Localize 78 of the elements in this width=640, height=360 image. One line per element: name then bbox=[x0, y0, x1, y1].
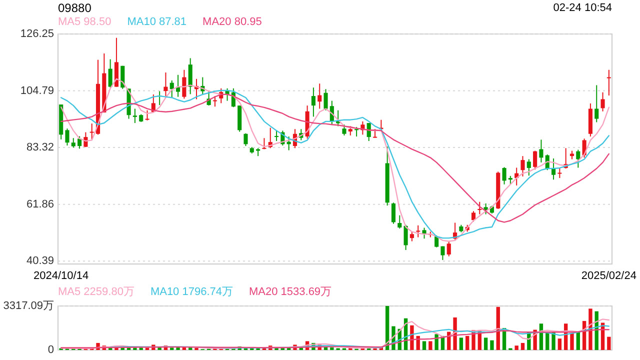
y-tick-label: 126.25 bbox=[20, 28, 54, 40]
candlestick bbox=[422, 227, 426, 240]
y-tick-label: 0 bbox=[48, 344, 54, 356]
candlestick bbox=[520, 156, 525, 177]
candlestick bbox=[600, 92, 605, 112]
candlestick bbox=[212, 96, 217, 108]
bar bbox=[422, 341, 426, 350]
text: MA20 80.95 bbox=[202, 16, 262, 28]
y-tick-label: 3317.09万 bbox=[3, 300, 54, 312]
candlestick bbox=[410, 231, 414, 242]
candlestick bbox=[108, 58, 112, 88]
x-tick-label: 2025/02/24 bbox=[581, 270, 636, 282]
candlestick bbox=[318, 83, 322, 110]
candlestick bbox=[78, 136, 82, 150]
candlestick bbox=[551, 158, 556, 180]
candlestick bbox=[404, 224, 408, 250]
y-tick-label: 104.79 bbox=[20, 84, 54, 97]
candlestick bbox=[502, 166, 506, 185]
candlestick bbox=[274, 130, 279, 142]
candlestick bbox=[533, 150, 538, 170]
candlestick bbox=[576, 149, 580, 168]
candlestick bbox=[311, 87, 316, 118]
candlestick bbox=[398, 214, 402, 230]
bar bbox=[158, 347, 162, 350]
bar bbox=[428, 341, 432, 350]
candlestick bbox=[440, 246, 445, 261]
bar bbox=[514, 346, 518, 350]
candlestick bbox=[164, 72, 168, 97]
bar bbox=[490, 340, 494, 350]
candlestick bbox=[324, 88, 328, 111]
candlestick bbox=[348, 126, 352, 136]
candlestick bbox=[262, 138, 266, 150]
bar bbox=[466, 336, 470, 350]
candlestick bbox=[471, 210, 476, 222]
candlestick bbox=[478, 201, 482, 215]
bar bbox=[576, 332, 580, 350]
candlestick bbox=[434, 234, 439, 248]
candlestick bbox=[446, 241, 451, 257]
candlestick bbox=[188, 58, 192, 95]
candlestick bbox=[354, 126, 359, 137]
candlestick bbox=[342, 124, 346, 136]
candlestick bbox=[558, 167, 562, 179]
candlestick bbox=[71, 138, 76, 148]
candlestick bbox=[539, 139, 544, 163]
candlestick bbox=[145, 110, 150, 121]
candlestick bbox=[244, 132, 248, 147]
text: MA20 1533.69万 bbox=[249, 286, 332, 298]
text: MA5 2259.80万 bbox=[58, 286, 134, 298]
text: 02-24 10:54 bbox=[553, 2, 612, 14]
x-tick-label: 2024/10/14 bbox=[34, 270, 89, 282]
bar bbox=[459, 338, 464, 350]
y-tick-label: 61.86 bbox=[26, 198, 54, 210]
candlestick bbox=[416, 224, 420, 238]
candlestick bbox=[65, 128, 70, 146]
bar bbox=[176, 347, 180, 350]
bar bbox=[570, 333, 574, 350]
candlestick bbox=[182, 69, 186, 100]
bar bbox=[484, 338, 488, 350]
text: MA10 87.81 bbox=[127, 16, 187, 28]
bar bbox=[434, 334, 438, 350]
candlestick bbox=[594, 84, 599, 123]
bar bbox=[552, 332, 556, 350]
candlestick bbox=[391, 202, 396, 224]
text: MA10 1796.74万 bbox=[150, 286, 233, 298]
chart-title: 09880 bbox=[58, 1, 92, 15]
bar bbox=[546, 332, 550, 350]
y-tick-label: 83.32 bbox=[26, 142, 54, 154]
line-series bbox=[60, 328, 610, 348]
candlestick bbox=[132, 108, 137, 124]
candlestick bbox=[526, 158, 531, 176]
candlestick bbox=[90, 123, 94, 140]
bar bbox=[520, 342, 525, 350]
bar bbox=[558, 338, 562, 350]
y-tick-label: 40.39 bbox=[26, 255, 54, 268]
candlestick bbox=[606, 69, 611, 96]
bar bbox=[607, 336, 611, 350]
text: MA5 98.50 bbox=[58, 16, 112, 28]
bar bbox=[330, 347, 334, 350]
